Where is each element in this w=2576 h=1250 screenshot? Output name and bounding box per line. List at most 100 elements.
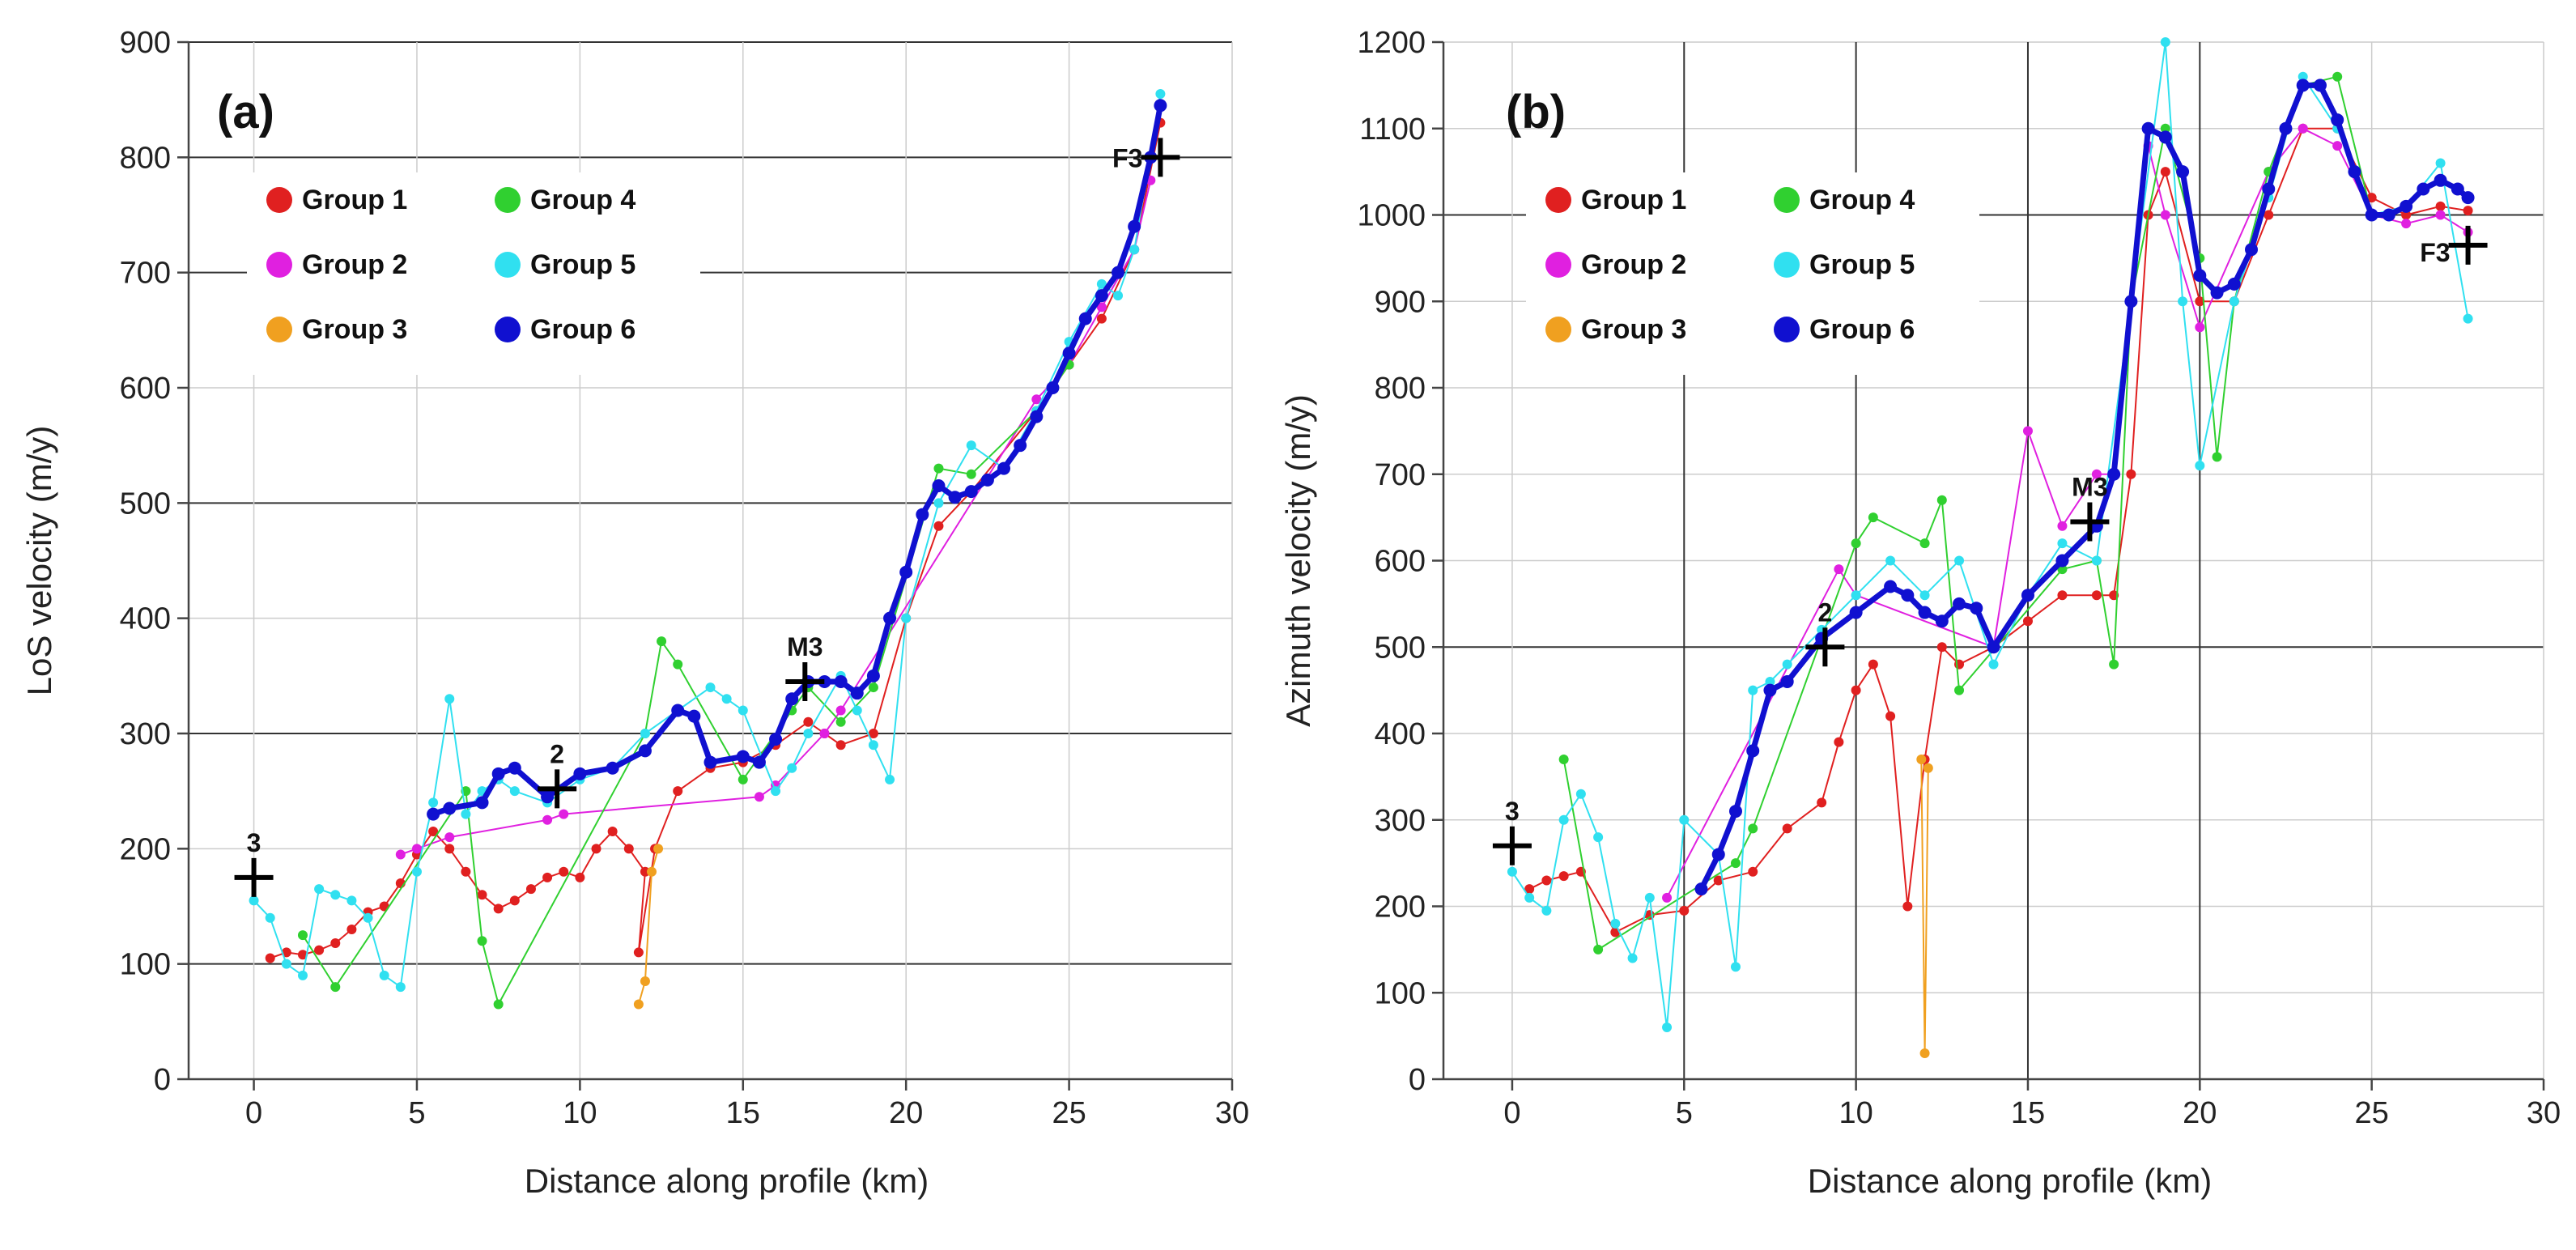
data-point bbox=[1524, 892, 1535, 903]
data-point bbox=[2109, 659, 2119, 670]
data-point bbox=[2245, 243, 2259, 257]
data-point bbox=[1765, 676, 1775, 687]
x-tick-label: 20 bbox=[889, 1096, 923, 1130]
data-point bbox=[477, 890, 487, 900]
legend-label: Group 5 bbox=[1809, 249, 1915, 280]
x-tick-label: 25 bbox=[1052, 1096, 1086, 1130]
data-point bbox=[835, 716, 846, 727]
data-point bbox=[1524, 884, 1535, 895]
data-point bbox=[573, 767, 587, 780]
legend-box bbox=[1526, 172, 1979, 375]
data-point bbox=[2229, 296, 2239, 307]
legend-swatch bbox=[266, 187, 292, 213]
data-point bbox=[803, 729, 814, 738]
data-point bbox=[1030, 410, 1044, 423]
legend-label: Group 2 bbox=[1581, 249, 1686, 280]
data-point bbox=[1128, 219, 1141, 233]
x-tick-label: 15 bbox=[726, 1096, 760, 1130]
data-point bbox=[933, 521, 944, 531]
panel-b: 0 5 10 15 20 25 300100200300400500600700800900… bbox=[1279, 26, 2561, 1200]
data-point bbox=[785, 692, 799, 706]
data-point bbox=[1748, 823, 1758, 834]
data-point bbox=[1593, 832, 1604, 843]
series-line bbox=[637, 848, 660, 1005]
data-point bbox=[671, 704, 685, 717]
y-tick-label: 500 bbox=[1375, 631, 1426, 665]
legend-swatch bbox=[1774, 252, 1800, 278]
data-point bbox=[2313, 79, 2327, 92]
x-tick-label: 5 bbox=[408, 1096, 425, 1130]
data-point bbox=[1884, 580, 1898, 593]
data-point bbox=[1154, 99, 1167, 113]
y-tick-label: 300 bbox=[120, 717, 171, 751]
data-point bbox=[363, 912, 373, 923]
data-point bbox=[297, 950, 308, 960]
data-point bbox=[673, 786, 683, 797]
data-point bbox=[1936, 642, 1947, 653]
data-point bbox=[1954, 555, 1965, 566]
data-point bbox=[2264, 210, 2274, 220]
data-point bbox=[2296, 79, 2310, 92]
x-tick-label: 5 bbox=[1676, 1096, 1693, 1130]
data-point bbox=[2195, 296, 2205, 307]
legend-box bbox=[247, 172, 700, 375]
data-point bbox=[771, 786, 781, 797]
data-point bbox=[1919, 1048, 1930, 1058]
data-point bbox=[1782, 659, 1792, 670]
data-point bbox=[2366, 193, 2377, 203]
legend-swatch bbox=[495, 187, 521, 213]
series-line bbox=[400, 180, 1152, 856]
data-point bbox=[1031, 394, 1042, 405]
data-point bbox=[2298, 71, 2308, 82]
data-point bbox=[1936, 495, 1947, 505]
data-point bbox=[2178, 296, 2188, 307]
data-point bbox=[297, 970, 308, 980]
y-tick-label: 400 bbox=[1375, 717, 1426, 751]
x-tick-label: 0 bbox=[245, 1096, 262, 1130]
data-point bbox=[1078, 312, 1092, 325]
data-point bbox=[1096, 302, 1107, 312]
panel-a: 0 5 10 15 20 25 300100200300400500600700800900… bbox=[20, 26, 1249, 1200]
data-point bbox=[443, 801, 457, 815]
data-point bbox=[2434, 173, 2447, 187]
data-point bbox=[633, 999, 644, 1010]
data-point bbox=[2091, 555, 2102, 566]
data-point bbox=[687, 709, 701, 723]
data-point bbox=[265, 912, 275, 923]
marker-label: 3 bbox=[247, 828, 261, 857]
data-point bbox=[1919, 590, 1930, 601]
data-point bbox=[638, 744, 652, 758]
data-point bbox=[461, 866, 471, 877]
series-group-1 bbox=[1524, 123, 2473, 938]
data-point bbox=[1763, 683, 1777, 697]
legend-label: Group 4 bbox=[530, 185, 635, 215]
legend-swatch bbox=[266, 317, 292, 342]
legend-swatch bbox=[1774, 187, 1800, 213]
data-point bbox=[933, 463, 944, 474]
legend-label: Group 6 bbox=[1809, 314, 1915, 345]
data-point bbox=[769, 733, 783, 746]
data-point bbox=[1730, 858, 1741, 869]
data-point bbox=[314, 945, 325, 955]
y-tick-label: 100 bbox=[120, 948, 171, 982]
data-point bbox=[818, 674, 831, 688]
legend-swatch bbox=[1545, 252, 1571, 278]
y-tick-label: 1000 bbox=[1357, 199, 1426, 233]
data-point bbox=[673, 659, 683, 670]
data-point bbox=[1885, 555, 1896, 566]
y-tick-label: 200 bbox=[120, 832, 171, 866]
data-point bbox=[653, 844, 664, 854]
data-point bbox=[607, 826, 618, 836]
data-point bbox=[1919, 538, 1930, 549]
data-point bbox=[834, 674, 848, 688]
data-point bbox=[868, 729, 878, 738]
data-point bbox=[916, 508, 929, 521]
data-point bbox=[1923, 763, 1933, 773]
data-point bbox=[281, 959, 291, 969]
data-point bbox=[1834, 564, 1844, 575]
data-point bbox=[1868, 659, 1878, 670]
data-point bbox=[508, 761, 521, 775]
x-axis-title: Distance along profile (km) bbox=[525, 1162, 929, 1200]
data-point bbox=[2348, 165, 2361, 179]
data-point bbox=[2400, 199, 2413, 213]
